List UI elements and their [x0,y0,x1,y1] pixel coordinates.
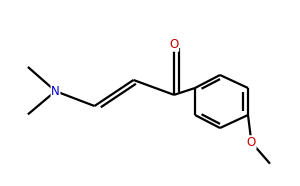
Text: O: O [247,136,256,149]
Text: O: O [169,38,178,51]
Text: N: N [51,85,60,98]
